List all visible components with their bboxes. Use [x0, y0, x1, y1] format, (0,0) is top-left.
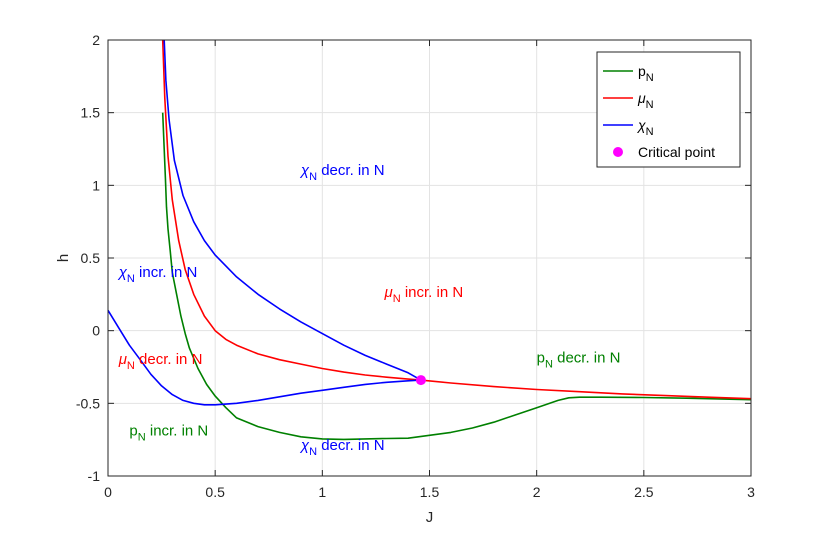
- series-line-chi-n-lower: [107, 309, 421, 406]
- annotation-0-subscript: N: [309, 171, 317, 183]
- annotation-1-subscript: N: [127, 273, 135, 285]
- legend-entry-0-subscript: N: [646, 72, 654, 84]
- x-axis-label: J: [426, 509, 434, 526]
- legend-entry-2-subscript: N: [646, 126, 654, 138]
- x-tick-label: 2: [533, 484, 541, 500]
- annotation-5-text: incr. in N: [146, 422, 209, 439]
- legend-entry-3-main: Critical point: [638, 144, 715, 160]
- legend-entry-2-main: χ: [636, 117, 646, 133]
- series-line-p-n: [161, 112, 752, 441]
- x-tick-label: 1: [318, 484, 326, 500]
- legend-entry-1-main: μ: [637, 90, 646, 106]
- annotations: χN decr. in NχN incr. in NμN incr. in Nμ…: [117, 162, 621, 458]
- annotation-2: μN incr. in N: [383, 284, 463, 305]
- x-tick-label: 0: [104, 484, 112, 500]
- annotation-6-subscript: N: [309, 446, 317, 458]
- annotation-5-subscript: N: [138, 431, 146, 443]
- y-tick-label: 1.5: [81, 105, 101, 121]
- y-tick-label: -1: [88, 468, 101, 484]
- annotation-0: χN decr. in N: [299, 162, 385, 183]
- ticks: 0 0.5 1 1.5 2 2.5 3 -1 -0.5 0 0.5 1 1.5 2: [76, 32, 755, 500]
- x-tick-label: 1.5: [420, 484, 440, 500]
- x-tick-label: 3: [747, 484, 755, 500]
- annotation-1-main: χ: [117, 264, 128, 281]
- annotation-2-main: μ: [383, 284, 392, 301]
- annotation-4-subscript: N: [545, 359, 553, 371]
- annotation-3-main: μ: [118, 351, 127, 368]
- series-group: [107, 39, 752, 441]
- x-tick-label: 0.5: [205, 484, 225, 500]
- annotation-5: pN incr. in N: [129, 422, 208, 443]
- legend-marker: [613, 147, 623, 157]
- y-tick-label: 2: [92, 32, 100, 48]
- annotation-3-text: decr. in N: [135, 351, 203, 368]
- y-tick-label: 1: [92, 177, 100, 193]
- y-axis-label: h: [55, 254, 72, 262]
- y-tick-label: -0.5: [76, 395, 100, 411]
- legend-entry-1: μN: [637, 90, 654, 111]
- annotation-6: χN decr. in N: [299, 437, 385, 458]
- legend-entry-2: χN: [636, 117, 654, 138]
- annotation-4-text: decr. in N: [553, 350, 621, 367]
- annotation-4-main: p: [537, 350, 545, 367]
- annotation-2-subscript: N: [393, 293, 401, 305]
- x-tick-label: 2.5: [634, 484, 654, 500]
- legend-entry-1-subscript: N: [646, 99, 654, 111]
- legend-entry-0-main: p: [638, 63, 646, 79]
- annotation-6-main: χ: [299, 437, 310, 454]
- series-line-mu-n: [161, 39, 752, 400]
- annotation-2-text: incr. in N: [401, 284, 464, 301]
- annotation-0-text: decr. in N: [317, 162, 385, 179]
- annotation-1-text: incr. in N: [135, 264, 198, 281]
- y-tick-label: 0.5: [81, 250, 101, 266]
- y-tick-label: 0: [92, 323, 100, 339]
- legend-entry-3: Critical point: [638, 144, 715, 160]
- annotation-0-main: χ: [299, 162, 310, 179]
- critical-point-marker: [415, 375, 426, 386]
- annotation-4: pN decr. in N: [537, 350, 621, 371]
- annotation-5-main: p: [129, 422, 137, 439]
- critical-point-group: [415, 375, 426, 386]
- annotation-3: μN decr. in N: [118, 351, 203, 372]
- series-line-chi-n-upper: [163, 39, 422, 381]
- annotation-3-subscript: N: [127, 360, 135, 372]
- annotation-1: χN incr. in N: [117, 264, 198, 285]
- annotation-6-text: decr. in N: [317, 437, 385, 454]
- legend-entry-0: pN: [638, 63, 654, 84]
